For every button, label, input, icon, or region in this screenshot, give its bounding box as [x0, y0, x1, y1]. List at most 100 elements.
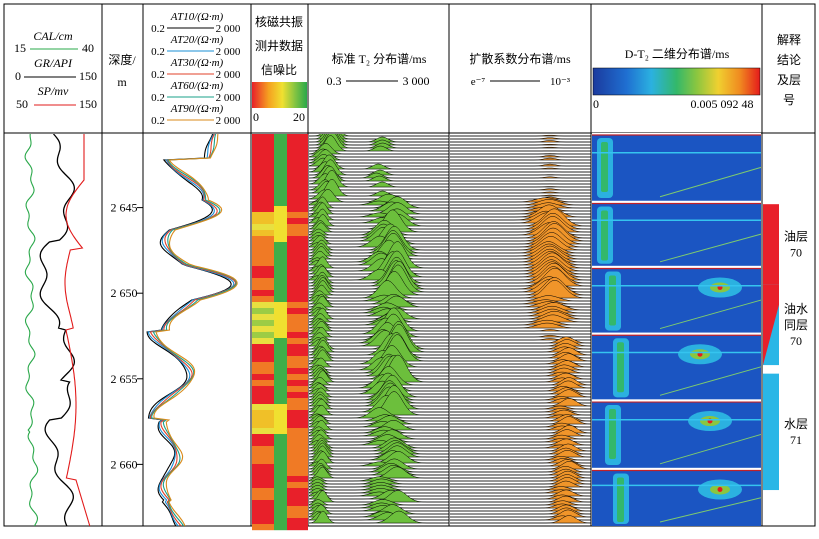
snr-cell	[274, 362, 287, 368]
snr-cell	[287, 236, 308, 242]
snr-cell	[287, 170, 308, 176]
dt2-blob-core	[609, 276, 616, 326]
snr-cell	[287, 188, 308, 194]
snr-cell	[287, 206, 308, 212]
diffusion-trace	[450, 417, 591, 424]
snr-cell	[287, 158, 308, 164]
snr-cell	[274, 224, 287, 230]
snr-cell	[287, 470, 308, 476]
snr-cell	[287, 512, 308, 518]
snr-cell	[252, 206, 274, 212]
sp-title: SP/mv	[38, 84, 69, 98]
snr-cell	[287, 182, 308, 188]
snr-cell	[252, 248, 274, 254]
snr-cell	[252, 452, 274, 458]
snr-cell	[287, 272, 308, 278]
snr-cell	[252, 278, 274, 284]
snr-cell	[287, 314, 308, 320]
snr-cell	[274, 350, 287, 356]
snr-cell	[287, 392, 308, 398]
snr-cell	[287, 524, 308, 530]
interp-title-1: 解释	[777, 33, 801, 47]
snr-cell	[287, 482, 308, 488]
snr-cell	[252, 368, 274, 374]
dt2-blob-core	[609, 409, 616, 459]
snr-cell	[274, 458, 287, 464]
snr-cell	[274, 320, 287, 326]
snr-cell	[252, 266, 274, 272]
snr-cell	[274, 152, 287, 158]
snr-cell	[252, 230, 274, 236]
snr-cell	[274, 134, 287, 140]
snr-cell	[252, 308, 274, 314]
snr-cell	[252, 224, 274, 230]
diffusion-trace	[450, 155, 591, 157]
depth-tick-label: 2 655	[111, 372, 138, 386]
snr-cell	[252, 326, 274, 332]
dt2-blob-core	[601, 210, 608, 260]
snr-cell	[287, 416, 308, 422]
snr-cell	[274, 212, 287, 218]
snr-cell	[252, 338, 274, 344]
snr-cell	[287, 374, 308, 380]
snr-cell	[274, 416, 287, 422]
gr-min: 0	[15, 69, 21, 83]
snr-cell	[274, 260, 287, 266]
interp-layer-fill	[763, 204, 779, 284]
res-min-4: 0.2	[151, 115, 165, 127]
cal-title: CAL/cm	[33, 29, 73, 43]
res-min-3: 0.2	[151, 92, 165, 104]
t2-trace	[309, 492, 449, 496]
snr-cell	[252, 458, 274, 464]
snr-cell	[252, 350, 274, 356]
diffusion-title: 扩散系数分布谱/ms	[469, 51, 571, 66]
t2-scale-max: 3 000	[403, 74, 430, 88]
interp-title-3: 及层	[777, 73, 801, 87]
snr-cell	[287, 458, 308, 464]
snr-cell	[274, 374, 287, 380]
snr-cell	[252, 494, 274, 500]
interp-label: 71	[790, 433, 802, 447]
dt2-blob-core	[617, 342, 624, 392]
snr-cell	[252, 212, 274, 218]
t2-spectrum-track	[309, 119, 449, 523]
interp-layer-fill	[763, 374, 779, 490]
snr-cell	[274, 284, 287, 290]
snr-cell	[252, 176, 274, 182]
snr-track	[252, 134, 308, 530]
snr-cell	[274, 428, 287, 434]
dt2-header: D-T₂ 二维分布谱/ms 0 0.005 092 48	[593, 47, 760, 111]
snr-cell	[252, 332, 274, 338]
snr-cell	[287, 380, 308, 386]
snr-cell	[287, 278, 308, 284]
snr-cell	[252, 344, 274, 350]
snr-cell	[274, 314, 287, 320]
snr-cell	[287, 320, 308, 326]
snr-cell	[252, 518, 274, 524]
snr-scale-max: 20	[293, 110, 305, 124]
diffusion-header: 扩散系数分布谱/ms e⁻⁷ 10⁻³	[469, 51, 571, 88]
diffusion-trace	[450, 406, 591, 409]
res-curve-4	[154, 134, 237, 526]
diffusion-trace	[450, 450, 591, 457]
depth-tick-label: 2 650	[111, 286, 138, 300]
dt2-blob-core	[617, 478, 624, 522]
depth-header: 深度/ m	[108, 52, 136, 89]
snr-cell	[287, 266, 308, 272]
snr-cell	[252, 374, 274, 380]
t2-scale-min: 0.3	[327, 74, 342, 88]
snr-cell	[274, 272, 287, 278]
logs-header: CAL/cm 15 40 GR/API 0 150 SP/mv 50 150	[14, 29, 97, 111]
res-max-4: 2 000	[216, 115, 241, 127]
snr-cell	[287, 164, 308, 170]
res-title-2: AT30/(Ω·m)	[170, 57, 224, 69]
snr-cell	[274, 182, 287, 188]
snr-cell	[274, 386, 287, 392]
snr-cell	[274, 242, 287, 248]
snr-title-3: 信噪比	[261, 63, 297, 77]
diffusion-trace	[450, 189, 591, 190]
diffusion-trace	[450, 335, 591, 337]
snr-cell	[252, 500, 274, 506]
